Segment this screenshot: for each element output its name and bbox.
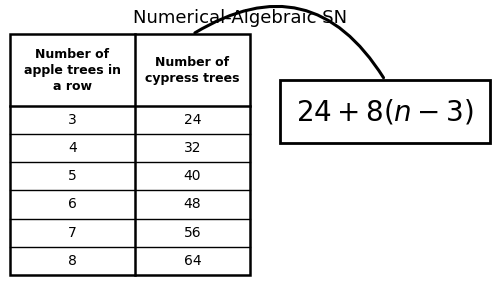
Text: 48: 48 [184,198,202,211]
Text: 56: 56 [184,226,202,239]
Text: 8: 8 [68,254,77,267]
Text: 6: 6 [68,198,77,211]
Text: Number of
cypress trees: Number of cypress trees [145,56,240,85]
Text: 24: 24 [184,114,201,127]
Text: 32: 32 [184,142,201,155]
Text: 3: 3 [68,114,77,127]
Text: 4: 4 [68,142,77,155]
Text: $24 + 8(n - 3)$: $24 + 8(n - 3)$ [296,97,474,126]
Text: Number of
apple trees in
a row: Number of apple trees in a row [24,48,121,93]
Text: 7: 7 [68,226,77,239]
FancyArrowPatch shape [195,6,384,78]
Text: 64: 64 [184,254,202,267]
Text: 40: 40 [184,170,201,183]
Text: 5: 5 [68,170,77,183]
Text: Numerical-Algebraic SN: Numerical-Algebraic SN [133,9,347,27]
